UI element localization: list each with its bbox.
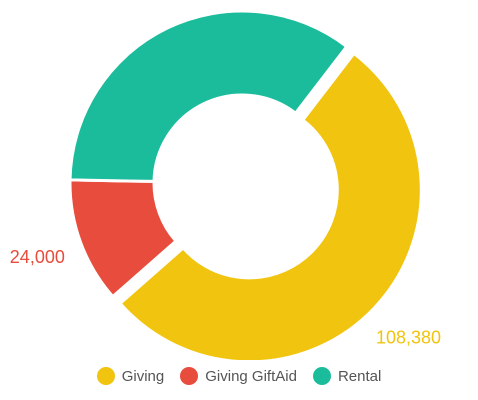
- legend-item-rental[interactable]: Rental: [312, 367, 382, 385]
- chart-legend: Giving Giving GiftAid Rental: [0, 365, 478, 387]
- legend-item-giving-giftaid[interactable]: Giving GiftAid: [180, 367, 297, 385]
- legend-marker-icon: [96, 367, 115, 385]
- value-label-giving: 108,380: [376, 328, 441, 348]
- slice-giving[interactable]: [118, 51, 423, 360]
- value-label-giving-giftaid: 24,000: [10, 247, 65, 267]
- legend-label: Giving: [121, 367, 165, 385]
- legend-label: Rental: [337, 367, 382, 385]
- slice-rental[interactable]: [68, 9, 349, 183]
- legend-label: Giving GiftAid: [205, 367, 297, 385]
- legend-item-giving[interactable]: Giving: [96, 367, 165, 385]
- legend-marker-icon: [312, 367, 331, 385]
- legend-marker-icon: [180, 367, 199, 385]
